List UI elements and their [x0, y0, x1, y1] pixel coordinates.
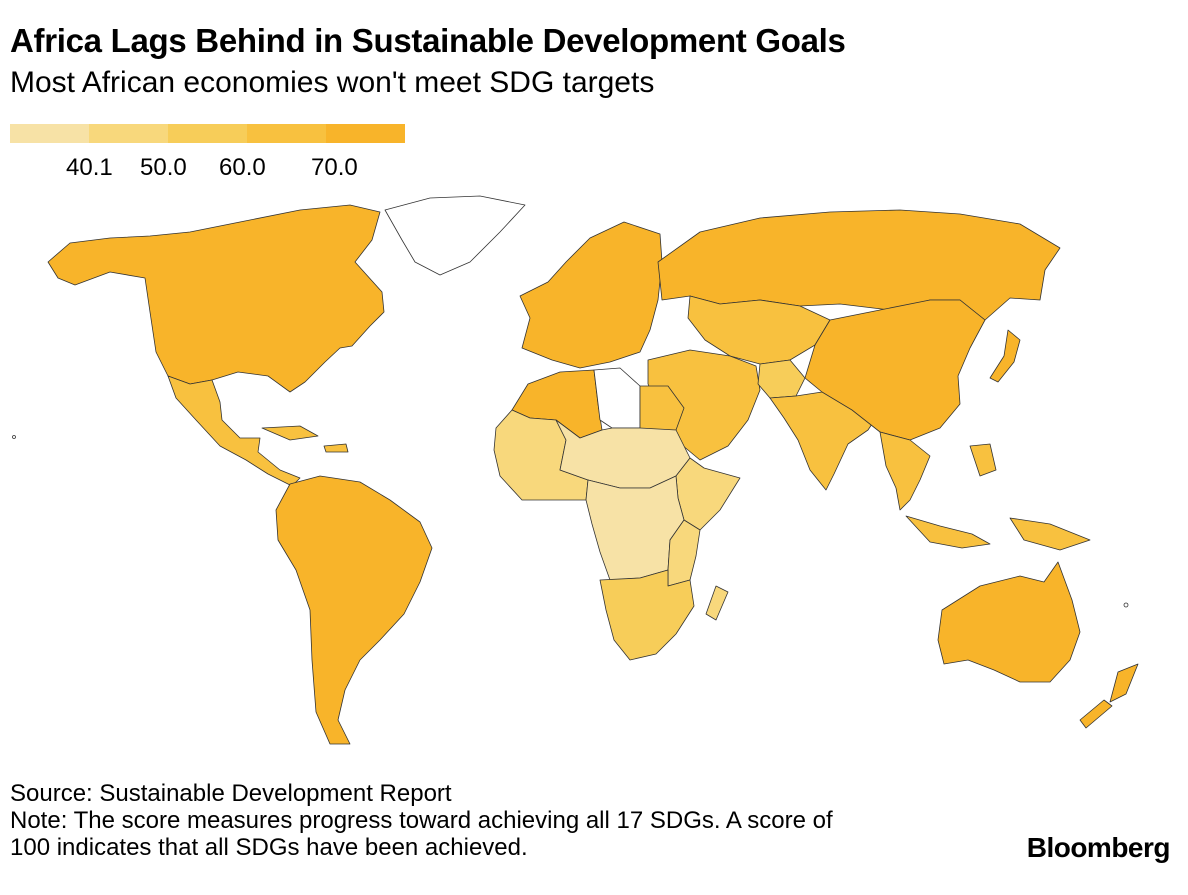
region-afghanistan	[757, 359, 806, 399]
legend-swatch-1	[10, 124, 89, 143]
region-madagascar	[705, 585, 729, 621]
region-egypt	[639, 385, 685, 431]
region-hawaii-island	[12, 435, 16, 439]
region-caribbean	[261, 425, 349, 453]
legend-swatch-3	[168, 124, 247, 143]
region-central-asia	[687, 295, 831, 365]
region-australia	[937, 561, 1081, 683]
legend-scale	[10, 124, 405, 143]
region-new-zealand	[1079, 663, 1139, 729]
region-southeast-asia	[879, 431, 931, 511]
region-horn-of-africa	[675, 457, 741, 531]
region-mexico-central-america	[167, 375, 301, 487]
legend-swatch-5	[326, 124, 405, 143]
color-legend: 40.1 50.0 60.0 70.0	[10, 124, 410, 184]
region-south-america	[275, 475, 433, 745]
legend-tick-4: 70.0	[311, 154, 358, 181]
note-line-2: 100 indicates that all SDGs have been ac…	[10, 834, 528, 861]
region-china	[804, 299, 986, 441]
region-indonesia	[905, 443, 1091, 551]
world-choropleth-map	[12, 195, 1139, 745]
legend-swatch-2	[89, 124, 168, 143]
chart-title: Africa Lags Behind in Sustainable Develo…	[10, 22, 846, 59]
note-line-1: Note: The score measures progress toward…	[10, 807, 833, 834]
chart-subtitle: Most African economies won't meet SDG ta…	[10, 66, 655, 99]
source-note: Source: Sustainable Development Report	[10, 780, 452, 807]
region-pacific-island	[1123, 602, 1129, 608]
region-europe	[519, 221, 663, 369]
region-greenland	[384, 195, 526, 276]
region-libya	[593, 367, 641, 429]
legend-tick-3: 60.0	[219, 154, 266, 181]
chart-footer: Source: Sustainable Development Report N…	[10, 780, 970, 861]
region-north-america	[47, 204, 385, 393]
region-southern-africa	[599, 569, 695, 661]
legend-tick-1: 40.1	[66, 154, 113, 181]
bloomberg-logo: Bloomberg	[1026, 832, 1171, 863]
legend-tick-2: 50.0	[140, 154, 187, 181]
region-japan	[989, 329, 1021, 383]
legend-swatch-4	[247, 124, 326, 143]
